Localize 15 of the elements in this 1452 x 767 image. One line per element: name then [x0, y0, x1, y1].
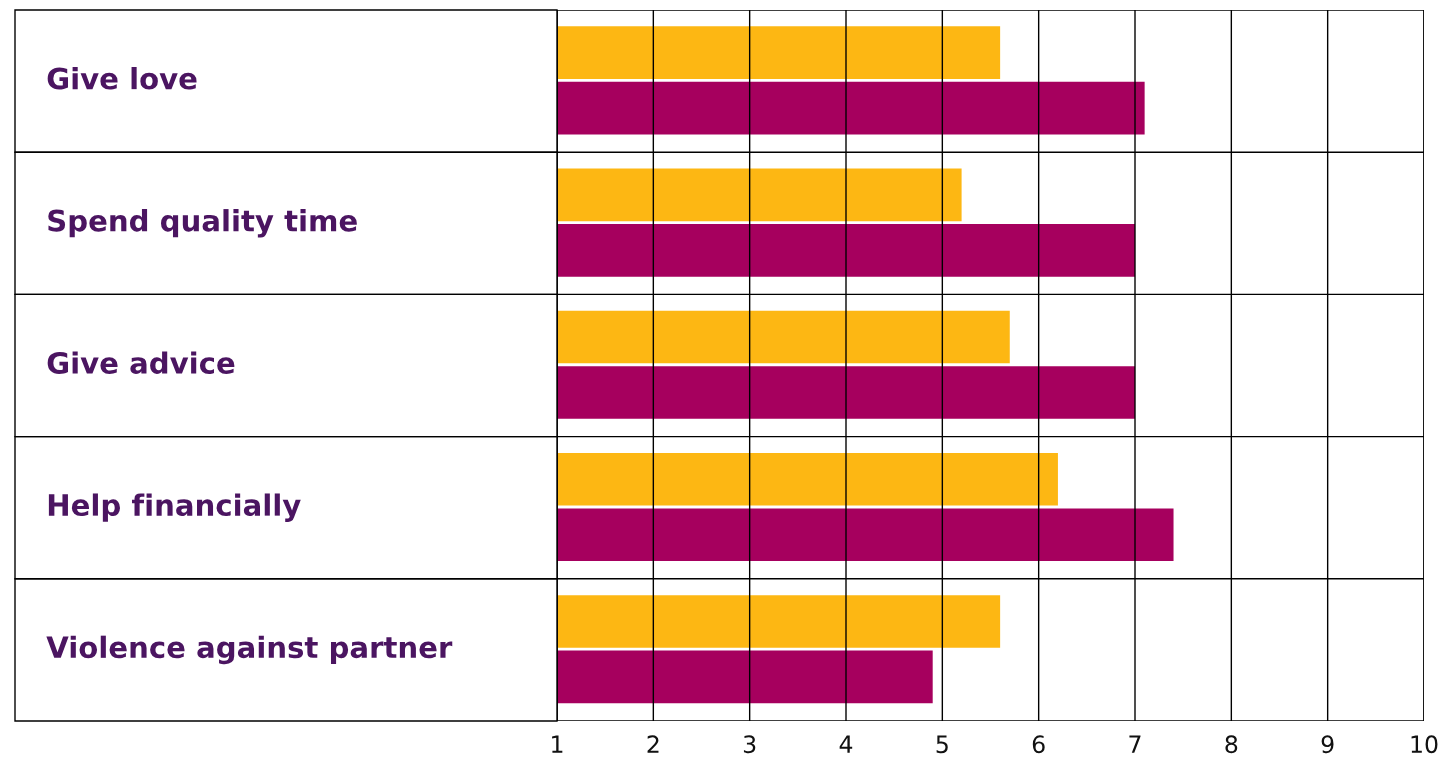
- x-tick-label: 7: [1129, 735, 1141, 753]
- y-tick-label: Spend quality time: [48, 209, 357, 238]
- x-tick-label: 1: [552, 735, 563, 753]
- x-tick-label: 5: [936, 735, 948, 754]
- x-tick-label: 8: [1225, 735, 1238, 754]
- y-tick-label: Give advice: [47, 351, 235, 374]
- x-tick-label: 9: [1321, 735, 1334, 754]
- x-tick-label: 10: [1411, 735, 1438, 754]
- x-tick-label: 4: [839, 735, 853, 753]
- x-tick-label: 6: [1032, 735, 1045, 754]
- x-tick-label: 2: [647, 735, 659, 753]
- x-tick-label: 3: [743, 735, 756, 754]
- y-tick-label: Violence against partner: [46, 635, 453, 665]
- y-tick-label: Give love: [47, 66, 197, 90]
- y-tick-label: Help financially: [48, 493, 301, 522]
